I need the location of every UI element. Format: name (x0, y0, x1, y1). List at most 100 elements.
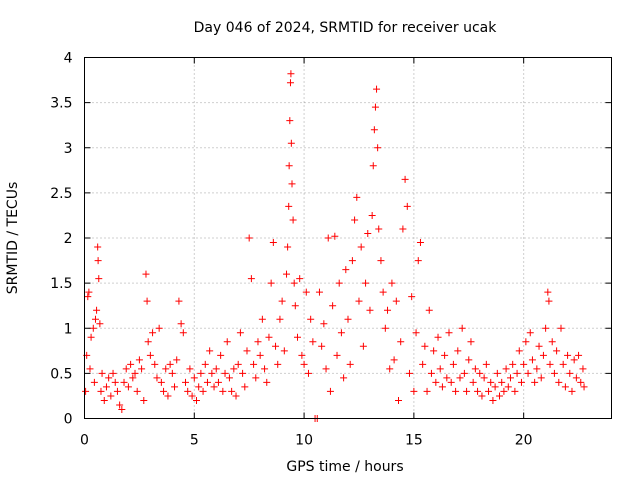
data-point (480, 374, 488, 382)
data-point (102, 383, 110, 391)
data-point (107, 392, 115, 400)
data-point (232, 392, 240, 400)
data-point (261, 365, 269, 373)
data-point (425, 306, 433, 314)
data-point (416, 239, 424, 247)
x-tick-label: 20 (515, 433, 533, 449)
x-tick-label: 10 (295, 433, 313, 449)
data-point (118, 405, 126, 413)
data-points (82, 70, 588, 422)
data-point (517, 378, 525, 386)
data-point (164, 392, 172, 400)
data-point (559, 360, 567, 368)
data-point (577, 378, 585, 386)
data-point (84, 293, 92, 301)
data-point (138, 365, 146, 373)
data-point (366, 306, 374, 314)
data-point (496, 392, 504, 400)
data-point (487, 378, 495, 386)
data-point (280, 347, 288, 355)
data-point (90, 378, 98, 386)
data-point (239, 369, 247, 377)
data-point (430, 347, 438, 355)
data-point (236, 329, 244, 337)
data-point (506, 374, 514, 382)
data-point (221, 369, 229, 377)
data-point (526, 329, 534, 337)
data-point (568, 387, 576, 395)
data-point (408, 293, 416, 301)
data-point (463, 387, 471, 395)
x-tick-label: 5 (190, 433, 199, 449)
data-point (423, 387, 431, 395)
data-point (195, 383, 203, 391)
data-point (149, 329, 157, 337)
y-tick-label: 3.5 (50, 96, 72, 112)
axis-ticks (84, 57, 612, 419)
data-point (489, 396, 497, 404)
data-point (353, 193, 361, 201)
data-point (192, 396, 200, 404)
data-point (188, 392, 196, 400)
data-point (351, 216, 359, 224)
data-point (553, 347, 561, 355)
data-point (452, 387, 460, 395)
data-point (346, 360, 354, 368)
data-point (348, 257, 356, 265)
data-point (113, 387, 121, 395)
data-point (377, 257, 385, 265)
data-point (434, 333, 442, 341)
data-point (344, 315, 352, 323)
data-point (210, 383, 218, 391)
y-tick-label: 3 (64, 141, 73, 157)
data-point (201, 360, 209, 368)
data-point (419, 360, 427, 368)
data-point (557, 324, 565, 332)
data-point (326, 387, 334, 395)
x-tick-label: 15 (405, 433, 423, 449)
data-point (290, 279, 298, 287)
data-point (105, 374, 113, 382)
data-point (230, 365, 238, 373)
data-point (465, 356, 473, 364)
data-point (82, 387, 90, 395)
y-tick-label: 4 (64, 51, 73, 67)
data-point (300, 360, 308, 368)
data-point (564, 351, 572, 359)
y-tick-label: 0.5 (50, 366, 72, 382)
data-point (329, 302, 337, 310)
data-point (454, 347, 462, 355)
data-point (469, 378, 477, 386)
data-point (120, 378, 128, 386)
data-point (288, 180, 296, 188)
data-point (116, 401, 124, 409)
y-axis-label: SRMTID / TECUs (5, 182, 21, 295)
data-point (412, 329, 420, 337)
data-point (285, 162, 293, 170)
data-point (142, 270, 150, 278)
data-point (369, 162, 377, 170)
data-point (482, 360, 490, 368)
data-point (197, 369, 205, 377)
data-point (395, 396, 403, 404)
data-point (405, 369, 413, 377)
data-point (513, 369, 521, 377)
data-point (478, 392, 486, 400)
data-point (135, 356, 143, 364)
data-point (304, 369, 312, 377)
data-point (399, 225, 407, 233)
y-tick-label: 1 (64, 321, 73, 337)
data-point (228, 387, 236, 395)
data-point (269, 239, 277, 247)
x-tick-labels: 0 5 10 15 20 (80, 433, 533, 449)
data-point (182, 378, 190, 386)
data-point (388, 279, 396, 287)
data-point (86, 365, 94, 373)
data-point (289, 216, 297, 224)
data-point (206, 347, 214, 355)
data-point (320, 320, 328, 328)
data-point (89, 324, 97, 332)
data-point (467, 338, 475, 346)
data-point (252, 374, 260, 382)
